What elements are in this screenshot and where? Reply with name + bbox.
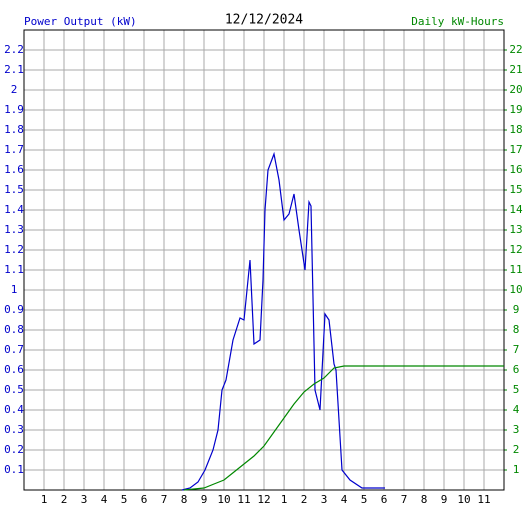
y2-tick-label: 16 xyxy=(509,163,522,176)
x-tick-label: 10 xyxy=(457,493,470,506)
y2-tick-label: 3 xyxy=(513,423,520,436)
y-tick-label: 0.6 xyxy=(4,363,24,376)
x-tick-label: 11 xyxy=(237,493,250,506)
y-tick-label: 1.7 xyxy=(4,143,24,156)
y2-tick-label: 1 xyxy=(513,463,520,476)
x-tick-label: 9 xyxy=(441,493,448,506)
y2-tick-label: 17 xyxy=(509,143,522,156)
y-tick-label: 0.8 xyxy=(4,323,24,336)
y-tick-label: 0.2 xyxy=(4,443,24,456)
x-tick-label: 2 xyxy=(301,493,308,506)
y2-axis-label: Daily kW-Hours xyxy=(411,15,504,28)
x-tick-label: 8 xyxy=(181,493,188,506)
y2-tick-label: 19 xyxy=(509,103,522,116)
y2-tick-label: 14 xyxy=(509,203,523,216)
x-tick-label: 11 xyxy=(477,493,490,506)
data-line xyxy=(181,151,385,491)
x-tick-label: 6 xyxy=(141,493,148,506)
x-tick-label: 10 xyxy=(217,493,230,506)
plot-border xyxy=(23,29,505,491)
y2-tick-label: 22 xyxy=(509,43,522,56)
y2-tick-label: 8 xyxy=(513,323,520,336)
x-tick-label: 8 xyxy=(421,493,428,506)
data-line xyxy=(183,365,504,491)
y2-tick-label: 21 xyxy=(509,63,522,76)
y-tick-label: 1 xyxy=(11,283,18,296)
y-tick-label: 2.2 xyxy=(4,43,24,56)
x-tick-label: 3 xyxy=(321,493,328,506)
y2-tick-label: 13 xyxy=(509,223,522,236)
y-tick-label: 0.4 xyxy=(4,403,24,416)
y-axis-label: Power Output (kW) xyxy=(24,15,137,28)
chart-title: 12/12/2024 xyxy=(225,13,303,28)
y2-tick-label: 9 xyxy=(513,303,520,316)
x-tick-label: 7 xyxy=(161,493,168,506)
y-tick-label: 1.1 xyxy=(4,263,24,276)
x-tick-label: 12 xyxy=(257,493,270,506)
x-tick-label: 4 xyxy=(101,493,108,506)
y-tick-label: 1.8 xyxy=(4,123,24,136)
y-tick-label: 1.2 xyxy=(4,243,24,256)
y2-tick-label: 6 xyxy=(513,363,520,376)
x-tick-label: 2 xyxy=(61,493,68,506)
x-tick-label: 6 xyxy=(381,493,388,506)
y2-tick-label: 10 xyxy=(509,283,522,296)
y-tick-label: 1.9 xyxy=(4,103,24,116)
y2-tick-label: 12 xyxy=(509,243,522,256)
x-tick-label: 5 xyxy=(361,493,368,506)
y2-tick-label: 11 xyxy=(509,263,522,276)
y2-tick-label: 20 xyxy=(509,83,522,96)
x-tick-label: 5 xyxy=(121,493,128,506)
y-tick-label: 1.5 xyxy=(4,183,24,196)
y-tick-label: 0.3 xyxy=(4,423,24,436)
y-tick-label: 2.1 xyxy=(4,63,24,76)
x-tick-label: 1 xyxy=(281,493,288,506)
y-tick-label: 1.4 xyxy=(4,203,24,216)
y2-tick-label: 5 xyxy=(513,383,520,396)
x-tick-label: 3 xyxy=(81,493,88,506)
y2-tick-label: 15 xyxy=(509,183,522,196)
x-tick-label: 9 xyxy=(201,493,208,506)
x-tick-label: 4 xyxy=(341,493,348,506)
x-tick-label: 1 xyxy=(41,493,48,506)
y-tick-label: 1.3 xyxy=(4,223,24,236)
y-tick-label: 2 xyxy=(11,83,18,96)
y2-tick-label: 2 xyxy=(513,443,520,456)
x-tick-label: 7 xyxy=(401,493,408,506)
y2-tick-label: 18 xyxy=(509,123,522,136)
y2-tick-label: 4 xyxy=(513,403,520,416)
y-tick-label: 0.5 xyxy=(4,383,24,396)
y-tick-label: 1.6 xyxy=(4,163,24,176)
y-tick-label: 0.7 xyxy=(4,343,24,356)
y-tick-label: 0.9 xyxy=(4,303,24,316)
y2-tick-label: 7 xyxy=(513,343,520,356)
y-tick-label: 0.1 xyxy=(4,463,24,476)
